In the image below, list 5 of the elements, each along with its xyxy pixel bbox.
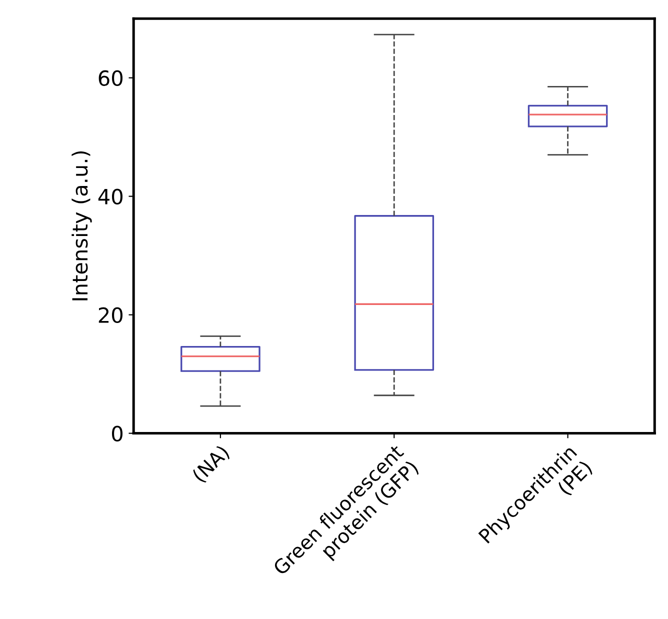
y-axis-title: Intensity (a.u.): [72, 151, 92, 300]
y-tick-label: 0: [112, 426, 122, 442]
y-tick-label: 60: [98, 70, 122, 86]
y-tick-label: 20: [98, 307, 122, 324]
y-tick-label: 40: [98, 188, 122, 205]
